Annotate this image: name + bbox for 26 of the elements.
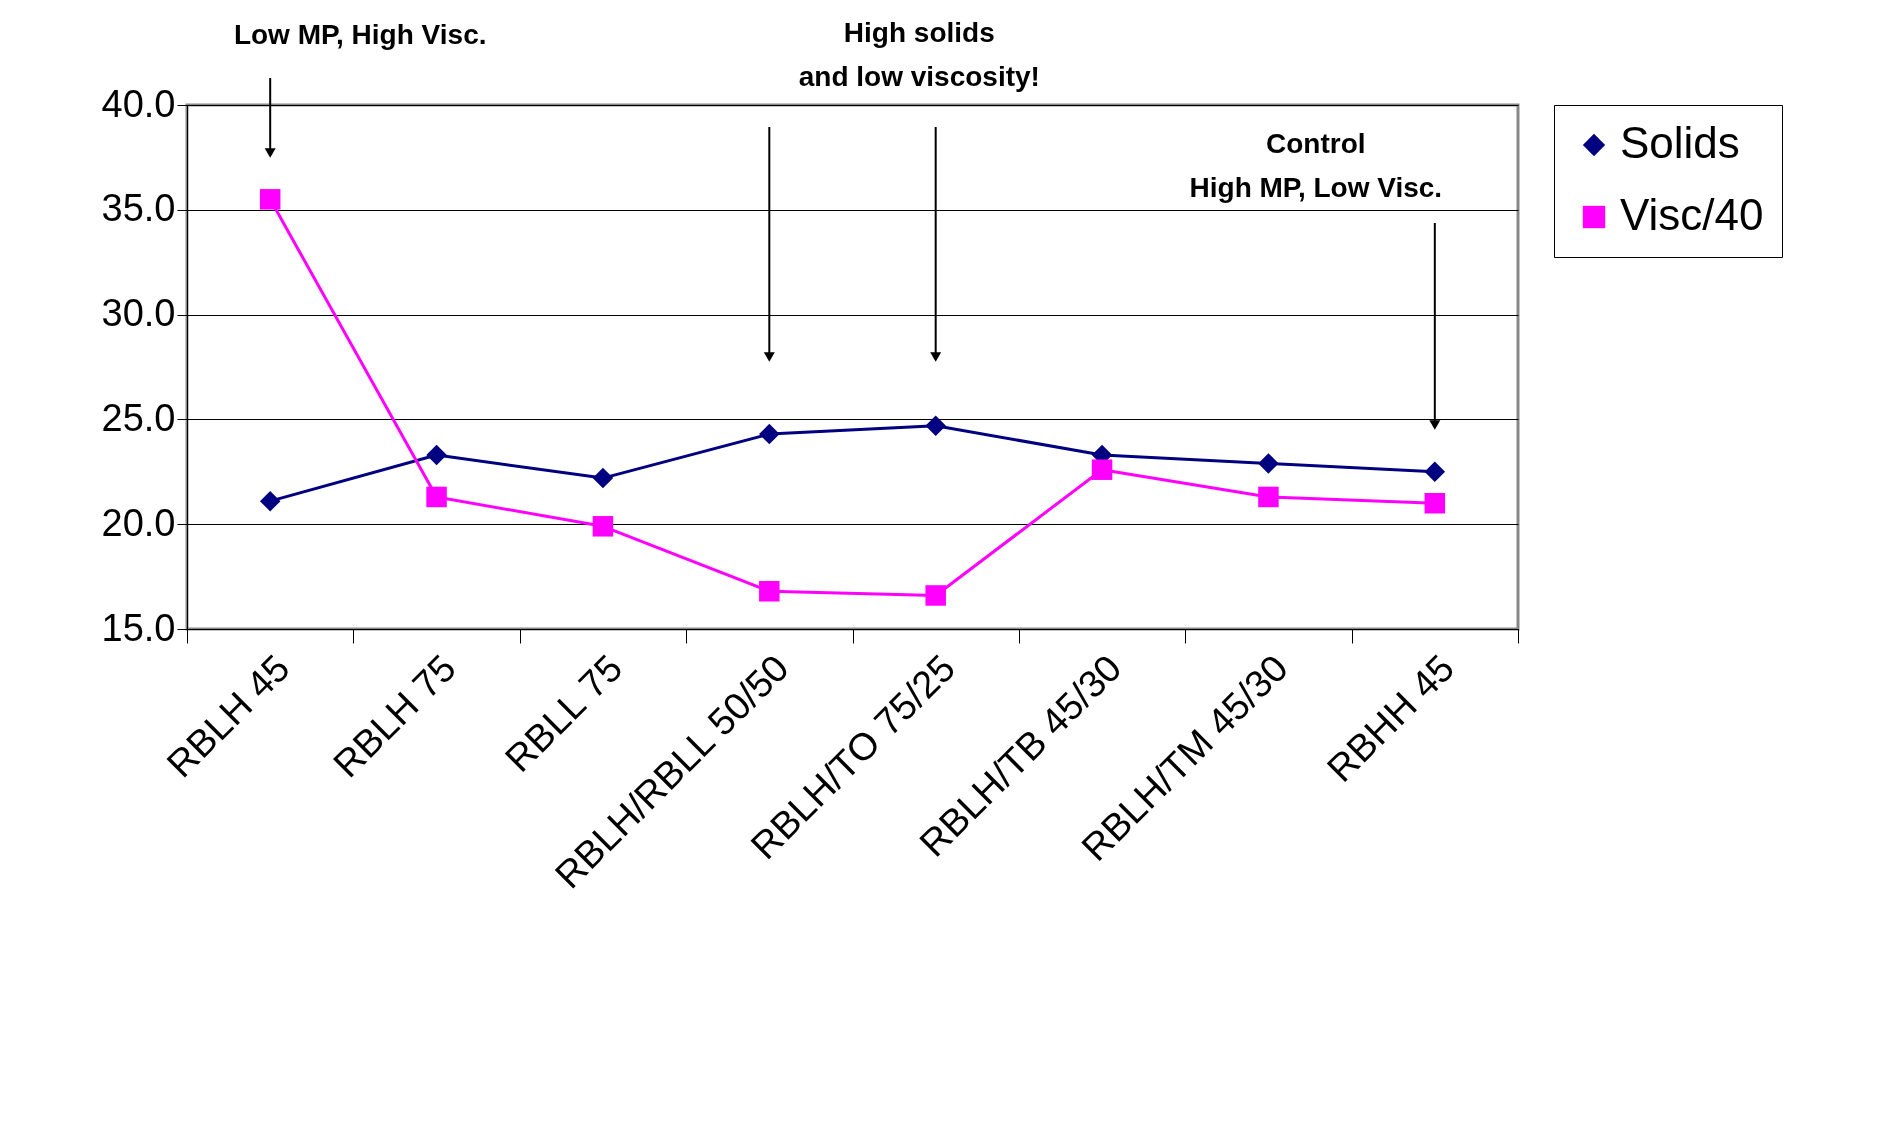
point <box>1424 461 1446 483</box>
point <box>426 486 447 508</box>
y-tick-label: 35.0 <box>101 187 176 230</box>
annotation: Control High MP, Low Visc. <box>1189 128 1443 203</box>
y-tick-label: 20.0 <box>101 501 176 544</box>
point <box>259 189 281 210</box>
point <box>1091 459 1113 480</box>
y-tick-label: 40.0 <box>101 82 176 125</box>
point <box>1258 486 1279 508</box>
point <box>592 467 614 489</box>
point <box>925 415 946 436</box>
point <box>925 585 946 606</box>
point <box>592 516 614 537</box>
point <box>1424 492 1446 514</box>
legend-label: Visc/40 <box>1620 190 1764 239</box>
y-tick-label: 25.0 <box>101 396 176 439</box>
point <box>759 423 780 445</box>
y-tick-label: 15.0 <box>101 606 176 649</box>
point <box>1258 453 1279 474</box>
text: Low MP, High Visc. <box>233 19 487 50</box>
point <box>759 581 780 602</box>
y-tick-label: 30.0 <box>101 292 176 335</box>
point <box>259 490 281 512</box>
legend-label: Solids <box>1620 118 1740 167</box>
point <box>426 444 447 466</box>
text: High solids and low viscosity! <box>798 17 1040 92</box>
